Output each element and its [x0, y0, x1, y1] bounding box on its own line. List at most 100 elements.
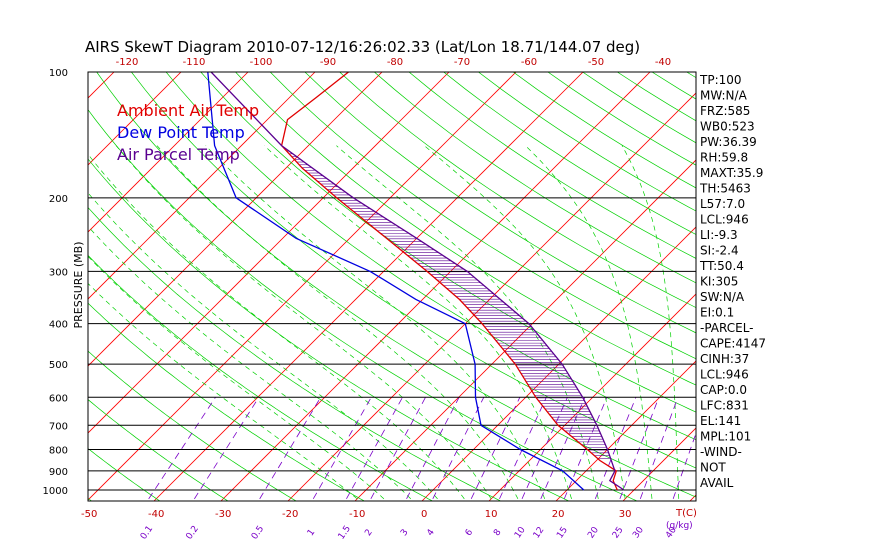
stat-item: TP:100	[699, 73, 742, 87]
stat-item: PW:36.39	[700, 135, 757, 149]
isotherm-line	[622, 427, 696, 501]
stat-item: TH:5463	[699, 182, 751, 196]
mixing-ratio-tick-label: 0.1	[139, 524, 155, 541]
isotherm-line	[153, 72, 584, 501]
mixing-ratio-lines	[148, 397, 696, 500]
isobar-lines	[88, 72, 696, 491]
dry-adiabat-line	[339, 72, 696, 308]
top-temp-tick-label: -70	[454, 57, 470, 68]
mixing-ratio-tick-label: 1.5	[337, 524, 353, 541]
stat-item: EI:0.1	[700, 306, 734, 320]
mixing-ratio-tick-label: 3	[399, 528, 410, 538]
dry-adiabat-line	[88, 448, 161, 501]
stat-item: RH:59.8	[700, 151, 748, 165]
moist-adiabat-line	[115, 145, 492, 500]
isotherm-line	[488, 293, 696, 501]
pressure-tick-label: 600	[49, 393, 68, 404]
top-temp-tick-label: -110	[183, 57, 206, 68]
dry-adiabat-line	[269, 72, 696, 360]
dry-adiabat-line	[235, 72, 696, 386]
pressure-tick-label: 300	[49, 267, 68, 278]
stat-item: -WIND-	[700, 445, 742, 459]
dry-adiabat-line	[88, 399, 229, 501]
mixing-ratio-line	[346, 397, 403, 500]
dry-adiabat-line	[304, 72, 696, 334]
mixing-ratio-tick-label: 6	[464, 527, 476, 538]
stat-item: WB0:523	[700, 120, 755, 134]
mixing-ratio-line	[259, 397, 322, 500]
stat-item: SI:-2.4	[700, 244, 739, 258]
isotherm-line	[354, 159, 696, 501]
mixing-ratio-line	[672, 432, 696, 499]
mixing-ratio-line	[639, 397, 679, 499]
isotherm-line	[88, 72, 249, 233]
bottom-temp-tick-label: 20	[552, 509, 565, 520]
mixing-ratio-tick-label: 4	[425, 527, 437, 538]
moist-adiabat-line	[205, 145, 546, 500]
pressure-tick-label: 200	[49, 194, 68, 205]
stat-item: CAP:0.0	[700, 383, 747, 397]
pressure-tick-label: 400	[49, 320, 68, 331]
pressure-tick-label: 800	[49, 445, 68, 456]
isotherm-line	[88, 72, 450, 434]
isotherm-line	[287, 92, 696, 501]
isotherm-line	[88, 72, 316, 300]
mixing-ratio-line	[470, 397, 521, 500]
pressure-tick-label: 500	[49, 360, 68, 371]
stat-item: MAXT:35.9	[700, 166, 763, 180]
mixing-ratio-tick-label: 12	[532, 525, 547, 540]
ambient-air-temp-line	[280, 72, 618, 491]
stat-item: L57:7.0	[700, 197, 745, 211]
bottom-temp-tick-label: 30	[619, 509, 632, 520]
mixing-ratio-tick-label: 8	[492, 527, 504, 538]
dry-adiabat-line	[88, 254, 434, 501]
dry-adiabat-line	[130, 72, 696, 469]
mixing-ratio-tick-label: 1	[306, 528, 317, 538]
legend: Ambient Air Temp Dew Point Temp Air Parc…	[117, 101, 259, 164]
mixing-ratio-tick-label: 30	[631, 525, 646, 540]
isotherm-line	[555, 360, 696, 501]
dry-adiabat-line	[686, 72, 696, 79]
mixing-ratio-unit-label: (g/kg)	[666, 521, 693, 531]
mixing-ratio-line	[540, 397, 586, 500]
stat-item: LFC:831	[700, 399, 749, 413]
mixing-ratio-tick-label: 0.2	[185, 524, 201, 541]
dry-adiabat-lines	[0, 53, 696, 507]
bottom-temp-tick-label: -30	[215, 509, 231, 520]
dry-adiabat-line	[0, 53, 31, 507]
top-temp-tick-label: -40	[655, 57, 671, 68]
isotherm-line	[88, 72, 383, 367]
legend-ambient-air-temp: Ambient Air Temp	[117, 101, 259, 120]
mixing-ratio-line	[563, 397, 608, 500]
mixing-ratio-line	[521, 397, 568, 500]
stat-item: AVAIL	[700, 476, 734, 490]
stat-item: MPL:101	[700, 430, 751, 444]
mixing-ratio-line	[370, 397, 426, 500]
dry-adiabat-line	[165, 72, 696, 441]
chart-title: AIRS SkewT Diagram 2010-07-12/16:26:02.3…	[85, 38, 640, 56]
dry-adiabat-line	[512, 72, 696, 189]
stat-item: LI:-9.3	[700, 228, 738, 242]
mixing-ratio-line	[432, 397, 485, 500]
stat-item: LCL:946	[700, 368, 749, 382]
top-temp-tick-label: -90	[320, 57, 336, 68]
top-temp-tick-label: -100	[250, 57, 273, 68]
pressure-tick-label: 900	[49, 467, 68, 478]
isotherm-line	[0, 53, 66, 507]
legend-dew-point-temp: Dew Point Temp	[117, 123, 245, 142]
dry-adiabat-line	[88, 158, 570, 501]
plot-frame	[87, 71, 697, 502]
moist-adiabat-line	[424, 145, 626, 499]
isotherm-line	[751, 53, 870, 507]
mixing-ratio-tick-label: 2	[363, 528, 374, 538]
dry-adiabat-line	[88, 109, 638, 501]
mixing-ratio-tick-label: 10	[513, 525, 528, 540]
dry-adiabat-line	[88, 497, 93, 501]
moist-adiabat-lines	[88, 145, 680, 500]
stat-item: SW:N/A	[700, 290, 745, 304]
mixing-ratio-line	[499, 397, 547, 500]
mixing-ratio-line	[594, 397, 637, 500]
stat-item: CINH:37	[700, 352, 749, 366]
